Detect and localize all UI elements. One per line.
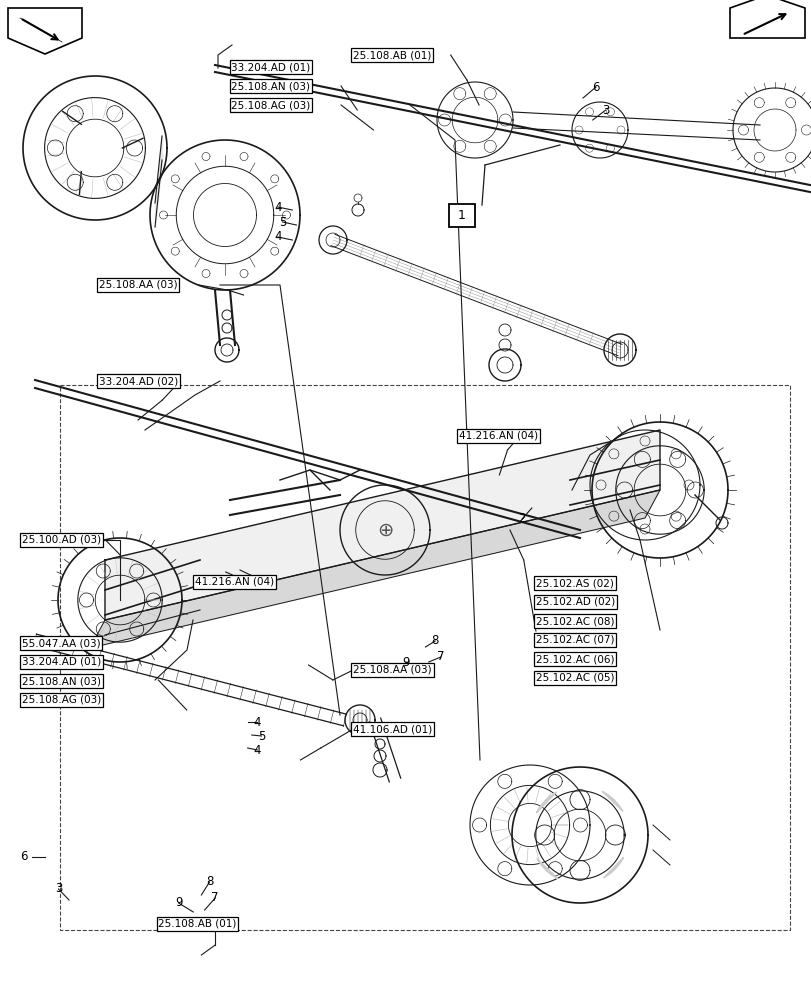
- Text: 4: 4: [253, 715, 261, 728]
- Polygon shape: [90, 490, 659, 648]
- Text: 25.102.AC (06): 25.102.AC (06): [535, 654, 614, 664]
- Text: 7: 7: [436, 650, 444, 664]
- Text: 25.108.AB (01): 25.108.AB (01): [353, 50, 431, 60]
- Text: 25.100.AD (03): 25.100.AD (03): [22, 535, 101, 545]
- Text: 25.108.AN (03): 25.108.AN (03): [22, 676, 101, 686]
- Text: 3: 3: [601, 104, 609, 117]
- Polygon shape: [536, 858, 557, 879]
- Text: 1: 1: [453, 209, 470, 222]
- Text: 25.102.AD (02): 25.102.AD (02): [535, 597, 615, 607]
- Polygon shape: [603, 857, 623, 878]
- Text: 4: 4: [273, 201, 281, 214]
- Text: 25.108.AA (03): 25.108.AA (03): [353, 665, 431, 675]
- Text: 25.108.AN (03): 25.108.AN (03): [231, 81, 310, 91]
- Text: 25.108.AB (01): 25.108.AB (01): [158, 919, 237, 929]
- Text: 7: 7: [211, 892, 219, 904]
- Polygon shape: [729, 0, 804, 38]
- Text: 25.102.AC (08): 25.102.AC (08): [535, 616, 614, 626]
- Text: 3: 3: [54, 882, 62, 896]
- Text: 4: 4: [253, 743, 261, 756]
- Text: 41.106.AD (01): 41.106.AD (01): [353, 724, 432, 734]
- Text: 4: 4: [273, 231, 281, 243]
- Text: 33.204.AD (02): 33.204.AD (02): [99, 376, 178, 386]
- Polygon shape: [105, 430, 659, 620]
- Text: 9: 9: [174, 896, 182, 910]
- Text: 25.102.AS (02): 25.102.AS (02): [535, 578, 613, 588]
- Text: 5: 5: [278, 216, 286, 229]
- Text: 25.108.AA (03): 25.108.AA (03): [99, 280, 178, 290]
- Text: 6: 6: [20, 850, 28, 863]
- Polygon shape: [602, 791, 622, 812]
- Text: 41.216.AN (04): 41.216.AN (04): [458, 431, 537, 441]
- Text: ⊕: ⊕: [376, 520, 393, 540]
- Text: 33.204.AD (01): 33.204.AD (01): [231, 62, 311, 72]
- Text: 2: 2: [517, 512, 526, 526]
- Text: 25.108.AG (03): 25.108.AG (03): [22, 695, 101, 705]
- Text: 33.204.AD (01): 33.204.AD (01): [22, 657, 101, 667]
- Text: 6: 6: [591, 81, 599, 94]
- Polygon shape: [536, 792, 556, 813]
- Text: 25.102.AC (05): 25.102.AC (05): [535, 673, 614, 683]
- Text: 25.102.AC (07): 25.102.AC (07): [535, 635, 614, 645]
- Text: 41.216.AN (04): 41.216.AN (04): [195, 577, 273, 587]
- Polygon shape: [8, 8, 82, 54]
- Text: 25.108.AG (03): 25.108.AG (03): [231, 100, 311, 110]
- Text: 8: 8: [431, 634, 439, 648]
- Text: 9: 9: [401, 656, 410, 668]
- Text: 5: 5: [257, 729, 265, 742]
- Text: 55.047.AA (03): 55.047.AA (03): [22, 638, 101, 648]
- Text: 8: 8: [205, 876, 213, 888]
